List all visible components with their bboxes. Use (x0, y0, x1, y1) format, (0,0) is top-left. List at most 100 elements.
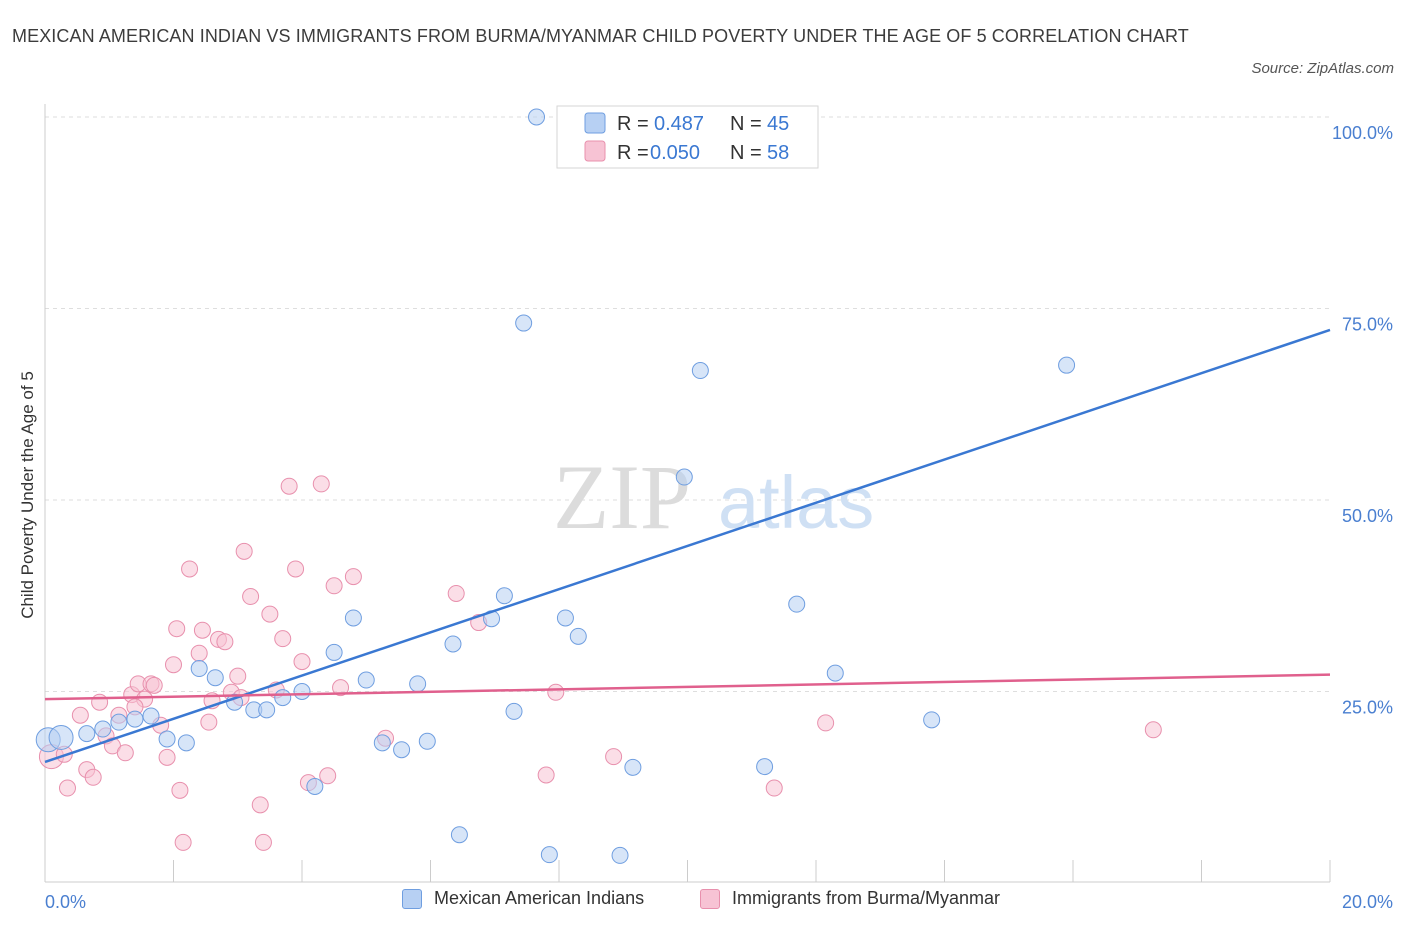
point-burma-35 (261, 605, 279, 623)
legend-item-burma: Immigrants from Burma/Myanmar (700, 888, 1000, 909)
point-burma-6 (91, 693, 109, 711)
point-burma-22 (190, 644, 208, 662)
point-mexican-41 (1058, 356, 1076, 374)
point-mexican-21 (393, 741, 411, 759)
y-tick-label-0: 100.0% (1332, 123, 1393, 143)
point-burma-20 (174, 833, 192, 851)
stats-n-label-2: N = (730, 142, 762, 164)
point-burma-3 (71, 706, 89, 724)
point-mexican-24 (444, 635, 462, 653)
stats-r-value-2: 0.050 (650, 142, 700, 164)
point-mexican-39 (826, 664, 844, 682)
point-burma-45 (332, 679, 350, 697)
point-burma-10 (116, 744, 134, 762)
point-burma-19 (171, 781, 189, 799)
point-mexican-23 (418, 732, 436, 750)
tick-labels: 100.0% 75.0% 50.0% 25.0% 0.0% 20.0% (45, 123, 1393, 912)
point-burma-5 (84, 768, 102, 786)
point-mexican-19 (357, 671, 375, 689)
point-mexican-7 (158, 730, 176, 748)
point-mexican-15 (293, 683, 311, 700)
y-tick-label-3: 25.0% (1342, 698, 1393, 718)
point-burma-21 (181, 560, 199, 578)
legend-swatch-pink (700, 888, 720, 909)
stats-legend-box: R = 0.487 N = 45 R = 0.050 N = 58 (556, 105, 819, 169)
point-mexican-38 (788, 595, 806, 613)
point-mexican-31 (556, 609, 574, 627)
point-mexican-27 (495, 587, 513, 605)
point-mexican-18 (344, 609, 362, 627)
point-mexican-17 (325, 643, 343, 661)
watermark-atlas: atlas (718, 461, 874, 544)
point-mexican-29 (515, 314, 533, 332)
point-mexican-25 (450, 826, 468, 844)
y-tick-label-2: 50.0% (1342, 506, 1393, 526)
stats-swatch-pink (584, 140, 606, 162)
point-mexican-40 (923, 711, 941, 729)
legend-swatch-blue (402, 888, 422, 909)
point-burma-24 (200, 713, 218, 731)
point-burma-27 (216, 633, 234, 651)
point-burma-32 (242, 588, 260, 606)
point-burma-52 (605, 748, 623, 766)
y-tick-label-1: 75.0% (1342, 315, 1393, 335)
point-burma-29 (229, 667, 247, 685)
point-mexican-10 (206, 669, 224, 687)
point-burma-17 (158, 748, 176, 766)
point-mexican-33 (611, 846, 629, 864)
trend-line-burma (44, 673, 1331, 701)
chart-title: MEXICAN AMERICAN INDIAN VS IMMIGRANTS FR… (12, 26, 1189, 46)
point-burma-46 (344, 568, 362, 586)
stats-n-value-1: 45 (767, 113, 789, 135)
point-burma-23 (193, 621, 211, 639)
stats-r-label-1: R = (617, 113, 649, 135)
stats-swatch-blue (584, 112, 606, 134)
point-burma-48 (447, 584, 465, 602)
point-mexican-16 (306, 777, 324, 795)
point-mexican-30 (540, 846, 558, 864)
point-mexican-22 (409, 675, 427, 693)
point-mexican-4 (110, 713, 128, 731)
point-mexican-32 (569, 627, 587, 645)
point-burma-50 (537, 766, 555, 784)
point-mexican-34 (624, 758, 642, 776)
trend-lines (44, 328, 1331, 764)
stats-r-value-1: 0.487 (654, 113, 704, 135)
legend: Mexican American Indians Immigrants from… (0, 888, 1406, 918)
point-burma-42 (312, 475, 330, 493)
watermark-zip: ZIP (553, 446, 691, 548)
legend-label-mexican: Mexican American Indians (434, 888, 645, 908)
source-label: Source: ZipAtlas.com (1251, 60, 1394, 77)
point-burma-40 (293, 653, 311, 671)
point-mexican-13 (258, 701, 276, 719)
point-mexican-6 (142, 707, 160, 725)
series-mexican-points (35, 108, 1076, 864)
legend-item-mexican: Mexican American Indians (402, 888, 644, 909)
point-mexican-8 (177, 734, 195, 752)
watermark: ZIP atlas (553, 446, 874, 548)
point-mexican-9 (190, 660, 208, 678)
x-tick-label-1: 20.0% (1342, 892, 1393, 912)
point-mexican-1 (48, 724, 74, 750)
point-burma-44 (325, 577, 343, 595)
legend-label-burma: Immigrants from Burma/Myanmar (732, 888, 1001, 908)
point-mexican-28 (505, 702, 523, 720)
point-mexican-43 (528, 108, 546, 126)
point-burma-18 (165, 656, 182, 674)
point-burma-54 (817, 714, 835, 732)
point-burma-37 (274, 630, 292, 648)
point-mexican-42 (675, 468, 693, 486)
point-burma-33 (251, 796, 269, 814)
point-mexican-35 (691, 362, 709, 380)
point-burma-15 (145, 676, 163, 694)
stats-r-label-2: R = (617, 142, 649, 164)
point-burma-31 (235, 542, 253, 560)
point-burma-43 (319, 767, 337, 785)
x-tick-label-0: 0.0% (45, 892, 86, 912)
point-burma-53 (765, 779, 783, 797)
point-burma-34 (254, 833, 272, 851)
trend-line-mexican (44, 328, 1331, 764)
stats-n-label-1: N = (730, 113, 762, 135)
point-mexican-2 (78, 725, 96, 743)
point-mexican-37 (756, 758, 774, 776)
